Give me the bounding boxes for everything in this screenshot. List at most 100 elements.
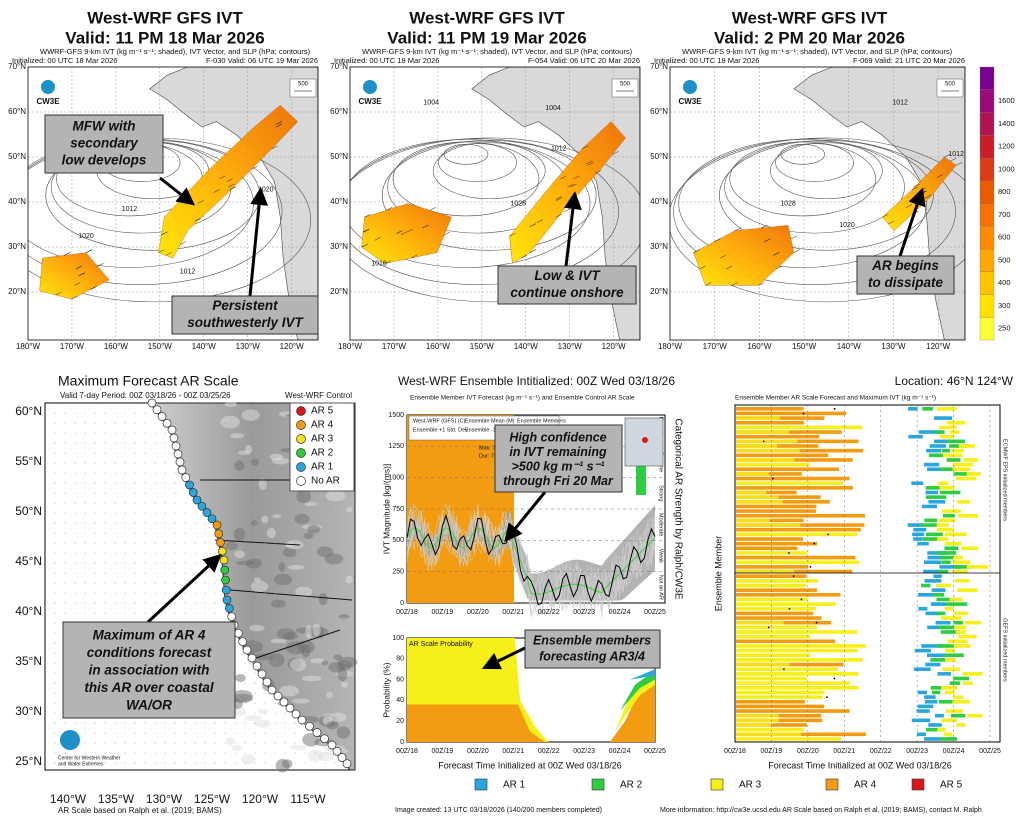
member-bar [736, 425, 863, 430]
ivt-vector [594, 170, 602, 174]
y-tick-label: 500 [392, 537, 404, 544]
member-bar-late [927, 625, 949, 630]
x-tick-label: 00Z/24 [943, 748, 965, 755]
legend-label: Ensemble +1 Std. Dev. [413, 427, 469, 433]
member-bar-late [950, 713, 966, 718]
ivt-vector [213, 189, 220, 193]
ivt-vector [529, 249, 536, 253]
x-tick-label: 00Z/19 [761, 748, 783, 755]
member-bar-late [913, 527, 927, 532]
member-bar-late [936, 611, 946, 616]
y-tick-label: 0 [400, 600, 404, 607]
colorbar-tick: 800 [998, 187, 1011, 196]
panel-initialized: Initialized: 00 UTC 18 Mar 2026 [334, 56, 439, 65]
coast-point [173, 449, 183, 459]
member-bar [736, 490, 767, 495]
member-bar [736, 597, 808, 602]
member-bar-late [940, 467, 958, 472]
member-bar-late [955, 630, 966, 634]
member-bar-late [937, 569, 949, 574]
slp-contour [350, 137, 640, 303]
terrain-shade [329, 712, 347, 722]
lon-label: 170°W [382, 342, 407, 351]
member-bar [736, 602, 836, 606]
annotation-text: secondary [70, 136, 139, 151]
lon-label: 180°W [16, 342, 41, 351]
slp-contour [729, 141, 877, 217]
terrain-shade [235, 673, 246, 683]
member-bar-late [907, 523, 923, 527]
legend-swatch [825, 778, 839, 791]
member-bar-late [938, 625, 955, 630]
ivt-vector [161, 231, 168, 236]
max-ivt-dot [771, 477, 774, 480]
contour-label: 1016 [371, 260, 387, 267]
member-bar-late [953, 620, 964, 625]
member-bar-late [939, 565, 961, 569]
x-tick-label: 00Z/23 [573, 609, 595, 616]
member-bar-late [953, 555, 963, 560]
annotation-text: Ensemble members [533, 633, 651, 647]
member-bar-late [913, 537, 923, 541]
member-bar-late [925, 532, 943, 537]
lat-label: 60°N [650, 107, 668, 116]
legend-dot [296, 434, 306, 444]
annotation-text: MFW with [73, 119, 136, 134]
coast-point [222, 595, 232, 605]
coast-point [221, 585, 231, 595]
lon-label: 120°W [602, 342, 627, 351]
legend-dot [296, 448, 306, 458]
member-bar-late [917, 704, 934, 709]
member-bar-late [957, 588, 978, 592]
logo: CW3E [36, 97, 60, 106]
terrain-shade [285, 641, 306, 655]
ivt-vector [406, 228, 413, 233]
lat-label: 20°N [8, 287, 26, 296]
max-ivt-dot [826, 696, 828, 698]
ivt-vector [734, 227, 742, 232]
legend-label: Ensemble -1 Std. Dev. [465, 427, 520, 433]
member-bar [736, 588, 818, 592]
terrain-shade [251, 458, 259, 466]
terrain-shade [294, 513, 310, 525]
member-bar-late [911, 718, 931, 723]
terrain-shade [318, 593, 328, 606]
ivt-vector [529, 223, 536, 227]
control-run [406, 513, 656, 606]
category-label: Strong [658, 485, 664, 501]
member-bar-late [923, 462, 940, 467]
lon-label: 160°W [104, 342, 129, 351]
coast-point [327, 740, 337, 750]
member-bar [736, 639, 836, 644]
ivt-vector [950, 157, 957, 162]
colorbar-tick: 1000 [998, 164, 1015, 173]
logo-text: Center for Western Weather [58, 755, 121, 761]
legend-swatch [474, 778, 488, 791]
member-bar-late [916, 709, 930, 713]
map-body [670, 67, 965, 340]
lon-label: 120°W [926, 342, 951, 351]
prob-ar2-late [620, 671, 655, 711]
location: Location: 46°N 124°W [895, 374, 1014, 388]
panel-title: West-WRF GFS IVT [409, 8, 565, 27]
member-bar [736, 653, 811, 658]
member-bar [736, 472, 769, 476]
member-bar-late [958, 513, 979, 518]
member-bar-late [917, 690, 927, 695]
colorbar-cell [979, 180, 995, 204]
coast-point [267, 685, 277, 695]
member-bar-late [942, 513, 955, 518]
map-credit: AR Scale based on Ralph et al. (2019; BA… [58, 806, 222, 815]
lon-label: 140°W [192, 342, 217, 351]
legend-dot [296, 476, 306, 486]
colorbar-tick: 500 [998, 255, 1011, 264]
terrain-shade [273, 573, 293, 586]
member-bar-late [923, 569, 943, 574]
coast-point [185, 480, 194, 490]
member-bar [736, 704, 825, 709]
member-bar-late [953, 695, 964, 699]
logo-mark [683, 80, 697, 94]
y-tick-label: 1500 [388, 412, 404, 419]
x-tick-label: 00Z/19 [432, 609, 454, 616]
coast-point [219, 555, 229, 565]
